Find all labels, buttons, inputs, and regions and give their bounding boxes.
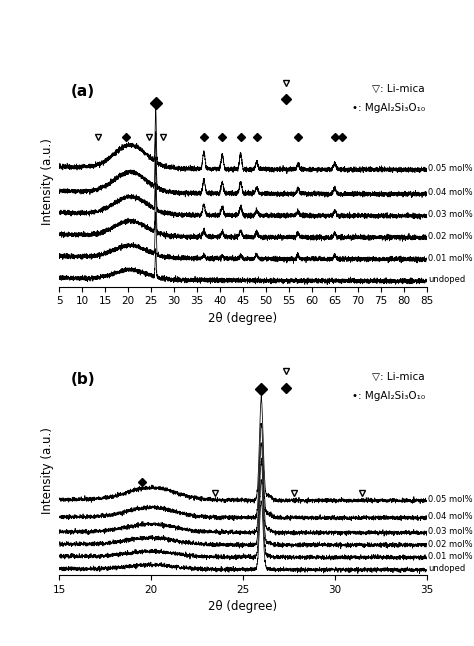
Text: 0.05 mol%: 0.05 mol% [428, 164, 473, 173]
Text: 0.05 mol%: 0.05 mol% [428, 495, 473, 504]
Text: 0.04 mol%: 0.04 mol% [428, 512, 473, 521]
Text: (a): (a) [70, 84, 94, 99]
Text: 0.04 mol%: 0.04 mol% [428, 189, 473, 198]
Text: ▽: Li-mica: ▽: Li-mica [372, 372, 425, 382]
Text: 0.03 mol%: 0.03 mol% [428, 210, 473, 219]
X-axis label: 2θ (degree): 2θ (degree) [209, 600, 277, 613]
X-axis label: 2θ (degree): 2θ (degree) [209, 312, 277, 325]
Text: 0.01 mol%: 0.01 mol% [428, 552, 473, 561]
Y-axis label: Intensity (a.u.): Intensity (a.u.) [41, 427, 54, 514]
Text: ▽: Li-mica: ▽: Li-mica [372, 84, 425, 94]
Y-axis label: Intensity (a.u.): Intensity (a.u.) [41, 139, 54, 225]
Text: undoped: undoped [428, 564, 465, 573]
Text: (b): (b) [70, 372, 95, 387]
Text: 0.03 mol%: 0.03 mol% [428, 527, 473, 536]
Text: •: MgAl₂Si₃O₁₀: •: MgAl₂Si₃O₁₀ [352, 391, 425, 401]
Text: undoped: undoped [428, 275, 465, 284]
Text: •: MgAl₂Si₃O₁₀: •: MgAl₂Si₃O₁₀ [352, 103, 425, 112]
Text: 0.02 mol%: 0.02 mol% [428, 539, 473, 548]
Text: 0.02 mol%: 0.02 mol% [428, 232, 473, 241]
Text: 0.01 mol%: 0.01 mol% [428, 253, 473, 262]
